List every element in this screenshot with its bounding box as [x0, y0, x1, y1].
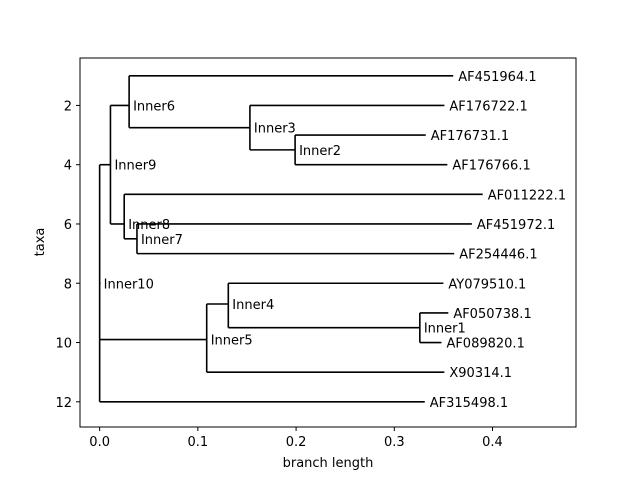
- node-labels: Inner10Inner9Inner6Inner3Inner2Inner8Inn…: [104, 70, 566, 411]
- x-axis-label: branch length: [283, 456, 374, 471]
- y-axis-label: taxa: [33, 228, 48, 257]
- x-tick-label: 0.0: [89, 435, 110, 450]
- x-tick-label: 0.4: [482, 435, 503, 450]
- leaf-label: AF176722.1: [449, 99, 527, 114]
- leaf-label: AF176766.1: [452, 159, 530, 174]
- x-axis: 0.0 0.1 0.2 0.3 0.4: [89, 427, 503, 450]
- inner-node-label: Inner2: [299, 144, 341, 159]
- tree-branches: [98, 74, 483, 403]
- y-tick-label: 10: [55, 337, 72, 352]
- y-axis: 2 4 6 8 10 12: [55, 99, 80, 411]
- leaf-label: AF451972.1: [477, 218, 555, 233]
- leaf-label: X90314.1: [449, 366, 512, 381]
- inner-node-label: Inner9: [114, 159, 156, 174]
- y-tick-label: 6: [64, 218, 72, 233]
- inner-node-label: Inner1: [424, 322, 466, 337]
- inner-node-label: Inner6: [133, 99, 175, 114]
- inner-node-label: Inner5: [211, 334, 253, 349]
- y-tick-label: 12: [55, 396, 72, 411]
- y-tick-label: 2: [64, 99, 72, 114]
- leaf-label: AF254446.1: [459, 248, 537, 263]
- inner-node-label: Inner8: [128, 218, 170, 233]
- leaf-label: AF050738.1: [453, 307, 531, 322]
- inner-node-label: Inner10: [104, 277, 154, 292]
- inner-node-label: Inner4: [232, 298, 274, 313]
- inner-node-label: Inner3: [254, 122, 296, 137]
- inner-node-label: Inner7: [141, 233, 183, 248]
- x-tick-label: 0.2: [286, 435, 307, 450]
- y-tick-label: 4: [64, 159, 72, 174]
- leaf-label: AF176731.1: [431, 129, 509, 144]
- leaf-label: AF011222.1: [488, 188, 566, 203]
- plot-frame: [79, 57, 577, 428]
- leaf-label: AY079510.1: [448, 277, 526, 292]
- x-tick-label: 0.1: [188, 435, 209, 450]
- x-tick-label: 0.3: [384, 435, 405, 450]
- leaf-label: AF451964.1: [458, 70, 536, 85]
- y-tick-label: 8: [64, 277, 72, 292]
- leaf-label: AF089820.1: [446, 337, 524, 352]
- leaf-label: AF315498.1: [430, 396, 508, 411]
